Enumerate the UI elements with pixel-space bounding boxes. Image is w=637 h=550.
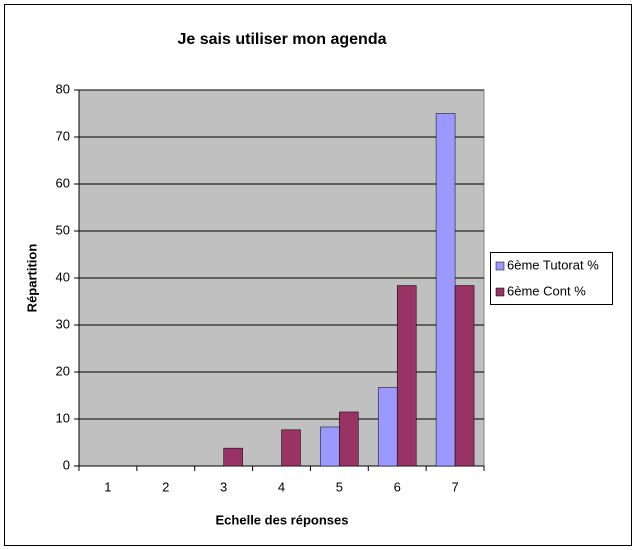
y-tick-label: 70 (56, 128, 70, 143)
y-tick-label: 50 (56, 222, 70, 237)
bar (435, 113, 456, 467)
legend (490, 252, 613, 305)
x-tick-label: 7 (451, 479, 458, 494)
legend-label: 6ème Cont % (507, 283, 586, 298)
legend-label: 6ème Tutorat % (507, 257, 599, 272)
y-tick-label: 40 (56, 269, 70, 284)
x-tick-label: 4 (278, 479, 285, 494)
bar (223, 447, 243, 467)
legend-swatch (495, 261, 505, 271)
bar (377, 387, 398, 467)
y-tick-label: 0 (63, 457, 70, 472)
bar (396, 285, 417, 467)
x-tick-label: 1 (104, 479, 111, 494)
y-tick-label: 60 (56, 175, 70, 190)
x-tick-label: 6 (394, 479, 401, 494)
bar (454, 285, 475, 467)
y-axis-title: Répartition (24, 244, 39, 313)
x-axis-title: Echelle des réponses (216, 512, 349, 527)
y-tick-label: 10 (56, 410, 70, 425)
y-tick-label: 20 (56, 363, 70, 378)
chart-title: Je sais utiliser mon agenda (178, 31, 387, 48)
y-tick-label: 80 (56, 81, 70, 96)
bar (320, 426, 340, 467)
y-tick-label: 30 (56, 316, 70, 331)
bar (281, 429, 301, 467)
x-tick-label: 5 (336, 479, 343, 494)
legend-swatch (495, 287, 505, 297)
x-tick-label: 3 (220, 479, 227, 494)
x-tick-label: 2 (162, 479, 169, 494)
bar (339, 411, 359, 467)
